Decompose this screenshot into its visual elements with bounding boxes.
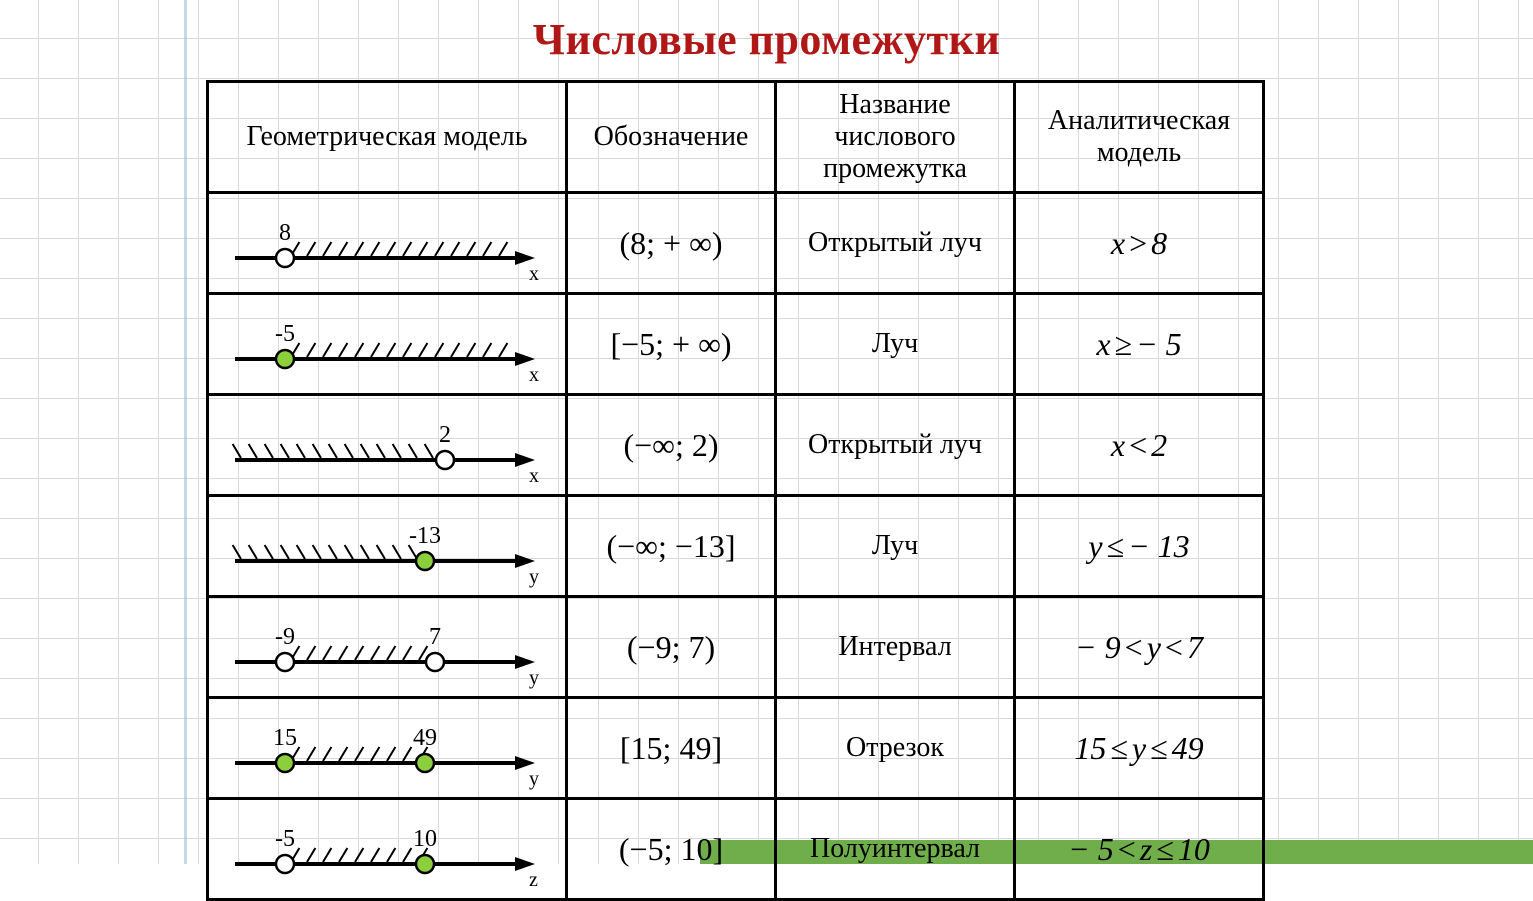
cell-notation: (−5; 10] — [567, 799, 776, 900]
interval-notation: (8; + ∞) — [619, 225, 722, 261]
cell-notation: [−5; + ∞) — [567, 294, 776, 395]
svg-text:15: 15 — [273, 725, 297, 751]
svg-text:y: y — [529, 667, 539, 689]
table-row: x2(−∞; 2)Открытый лучx<2 — [208, 395, 1264, 496]
cell-geom-model: y -9 7 — [208, 597, 567, 698]
col-header-name: Название числового промежутка — [776, 82, 1015, 193]
cell-geom-model: x2 — [208, 395, 567, 496]
svg-text:y: y — [529, 768, 539, 790]
number-line-diagram: x2 — [215, 400, 545, 490]
cell-notation: (−∞; −13] — [567, 496, 776, 597]
cell-interval-name: Отрезок — [776, 698, 1015, 799]
page: Числовые промежутки Геометрическая модел… — [0, 0, 1533, 864]
notebook-margin-line — [184, 0, 187, 864]
svg-text:-9: -9 — [275, 624, 295, 650]
table-row: y -9 7 (−9; 7) Интервал− 9<y<7 — [208, 597, 1264, 698]
interval-notation: (−5; 10] — [619, 831, 723, 867]
cell-notation: (8; + ∞) — [567, 193, 776, 294]
number-line-diagram: z -5 10 — [215, 804, 545, 894]
col-header-notation: Обозначение — [567, 82, 776, 193]
svg-text:x: x — [529, 364, 539, 386]
svg-text:10: 10 — [413, 826, 437, 852]
cell-geom-model: y -13 — [208, 496, 567, 597]
table-row: x8(8; + ∞)Открытый лучx>8 — [208, 193, 1264, 294]
table-row: x -5 [−5; + ∞) Лучx≥− 5 — [208, 294, 1264, 395]
svg-text:z: z — [529, 869, 538, 891]
col-header-geom: Геометрическая модель — [208, 82, 567, 193]
cell-geom-model: y 15 49 — [208, 698, 567, 799]
cell-interval-name: Полуинтервал — [776, 799, 1015, 900]
cell-interval-name: Луч — [776, 496, 1015, 597]
interval-notation: [−5; + ∞) — [610, 326, 731, 362]
intervals-table: Геометрическая модель Обозначение Назван… — [206, 80, 1265, 901]
table-row: y -13 (−∞; −13] Лучy≤− 13 — [208, 496, 1264, 597]
interval-notation: (−9; 7) — [627, 629, 715, 665]
svg-text:-5: -5 — [275, 826, 295, 852]
cell-geom-model: z -5 10 — [208, 799, 567, 900]
number-line-diagram: y -13 — [215, 501, 545, 591]
svg-text:-5: -5 — [275, 321, 295, 347]
table-row: z -5 10 (−5; 10] Полуинтервал− 5<z≤10 — [208, 799, 1264, 900]
cell-interval-name: Открытый луч — [776, 193, 1015, 294]
cell-analytic-model: x≥− 5 — [1015, 294, 1264, 395]
svg-text:-13: -13 — [409, 523, 441, 549]
svg-text:49: 49 — [413, 725, 437, 751]
cell-analytic-model: − 5<z≤10 — [1015, 799, 1264, 900]
svg-text:7: 7 — [429, 624, 441, 650]
cell-interval-name: Интервал — [776, 597, 1015, 698]
interval-notation: (−∞; −13] — [606, 528, 735, 564]
cell-analytic-model: y≤− 13 — [1015, 496, 1264, 597]
col-header-analytic: Аналитическая модель — [1015, 82, 1264, 193]
number-line-diagram: y 15 49 — [215, 703, 545, 793]
cell-notation: [15; 49] — [567, 698, 776, 799]
svg-text:y: y — [529, 566, 539, 588]
cell-analytic-model: x<2 — [1015, 395, 1264, 496]
interval-notation: (−∞; 2) — [623, 427, 718, 463]
svg-text:2: 2 — [439, 422, 451, 448]
cell-analytic-model: x>8 — [1015, 193, 1264, 294]
cell-notation: (−∞; 2) — [567, 395, 776, 496]
intervals-table-body: x8(8; + ∞)Открытый лучx>8x-5[−5; + ∞)Луч… — [208, 193, 1264, 900]
svg-text:x: x — [529, 465, 539, 487]
cell-analytic-model: − 9<y<7 — [1015, 597, 1264, 698]
cell-notation: (−9; 7) — [567, 597, 776, 698]
svg-text:x: x — [529, 263, 539, 285]
cell-geom-model: x8 — [208, 193, 567, 294]
cell-analytic-model: 15≤y≤49 — [1015, 698, 1264, 799]
number-line-diagram: y -9 7 — [215, 602, 545, 692]
number-line-diagram: x8 — [215, 198, 545, 288]
cell-interval-name: Открытый луч — [776, 395, 1015, 496]
table-header-row: Геометрическая модель Обозначение Назван… — [208, 82, 1264, 193]
page-title: Числовые промежутки — [0, 14, 1533, 65]
interval-notation: [15; 49] — [620, 730, 722, 766]
table-row: y 15 49 [15; 49] Отрезок15≤y≤49 — [208, 698, 1264, 799]
cell-interval-name: Луч — [776, 294, 1015, 395]
cell-geom-model: x -5 — [208, 294, 567, 395]
number-line-diagram: x -5 — [215, 299, 545, 389]
svg-text:8: 8 — [279, 220, 291, 246]
